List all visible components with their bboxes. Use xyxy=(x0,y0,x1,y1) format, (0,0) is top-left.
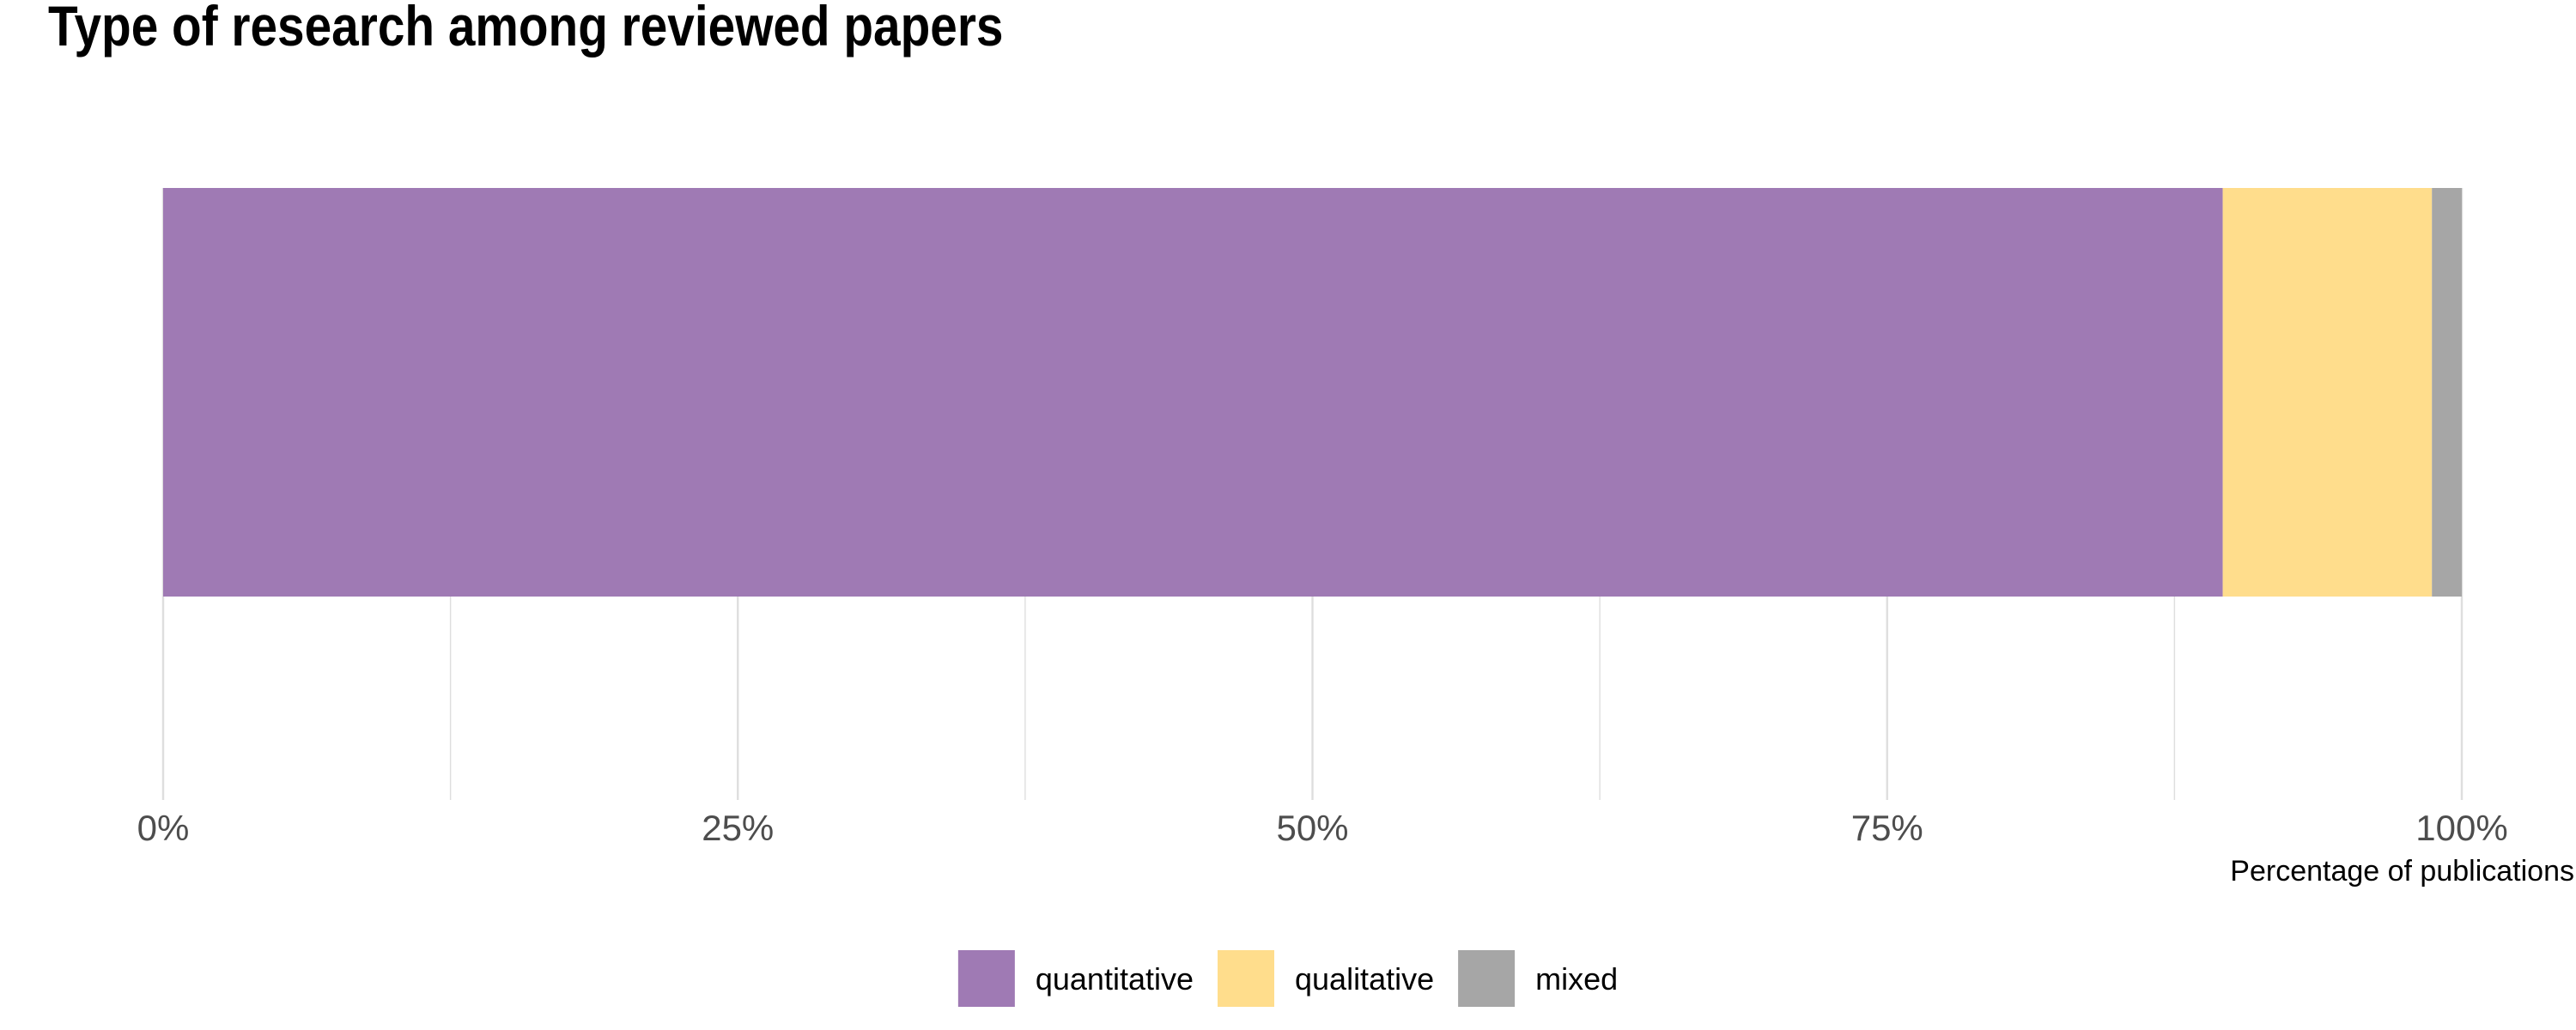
legend-label-quantitative: quantitative xyxy=(1036,961,1194,997)
x-axis-title: Percentage of publications xyxy=(2230,855,2574,888)
x-axis-ticks: 0% 25% 50% 75% 100% xyxy=(137,808,2508,848)
legend-label-qualitative: qualitative xyxy=(1295,961,1434,997)
legend-label-mixed: mixed xyxy=(1535,961,1618,997)
x-tick-label: 50% xyxy=(1276,808,1348,848)
legend: quantitative qualitative mixed xyxy=(957,950,1618,1007)
legend-swatch-mixed xyxy=(1458,950,1516,1007)
bar-segment-quantitative xyxy=(163,188,2223,597)
x-tick-label: 100% xyxy=(2415,808,2507,848)
chart-title: Type of research among reviewed papers xyxy=(48,0,1004,58)
legend-swatch-qualitative xyxy=(1218,950,1274,1007)
x-tick-label: 75% xyxy=(1851,808,1923,848)
legend-swatch-quantitative xyxy=(957,950,1015,1007)
x-tick-label: 0% xyxy=(137,808,190,848)
x-tick-label: 25% xyxy=(702,808,774,848)
stacked-bar xyxy=(163,188,2462,597)
bar-segment-qualitative xyxy=(2222,188,2433,597)
bar-segment-mixed xyxy=(2432,188,2462,597)
